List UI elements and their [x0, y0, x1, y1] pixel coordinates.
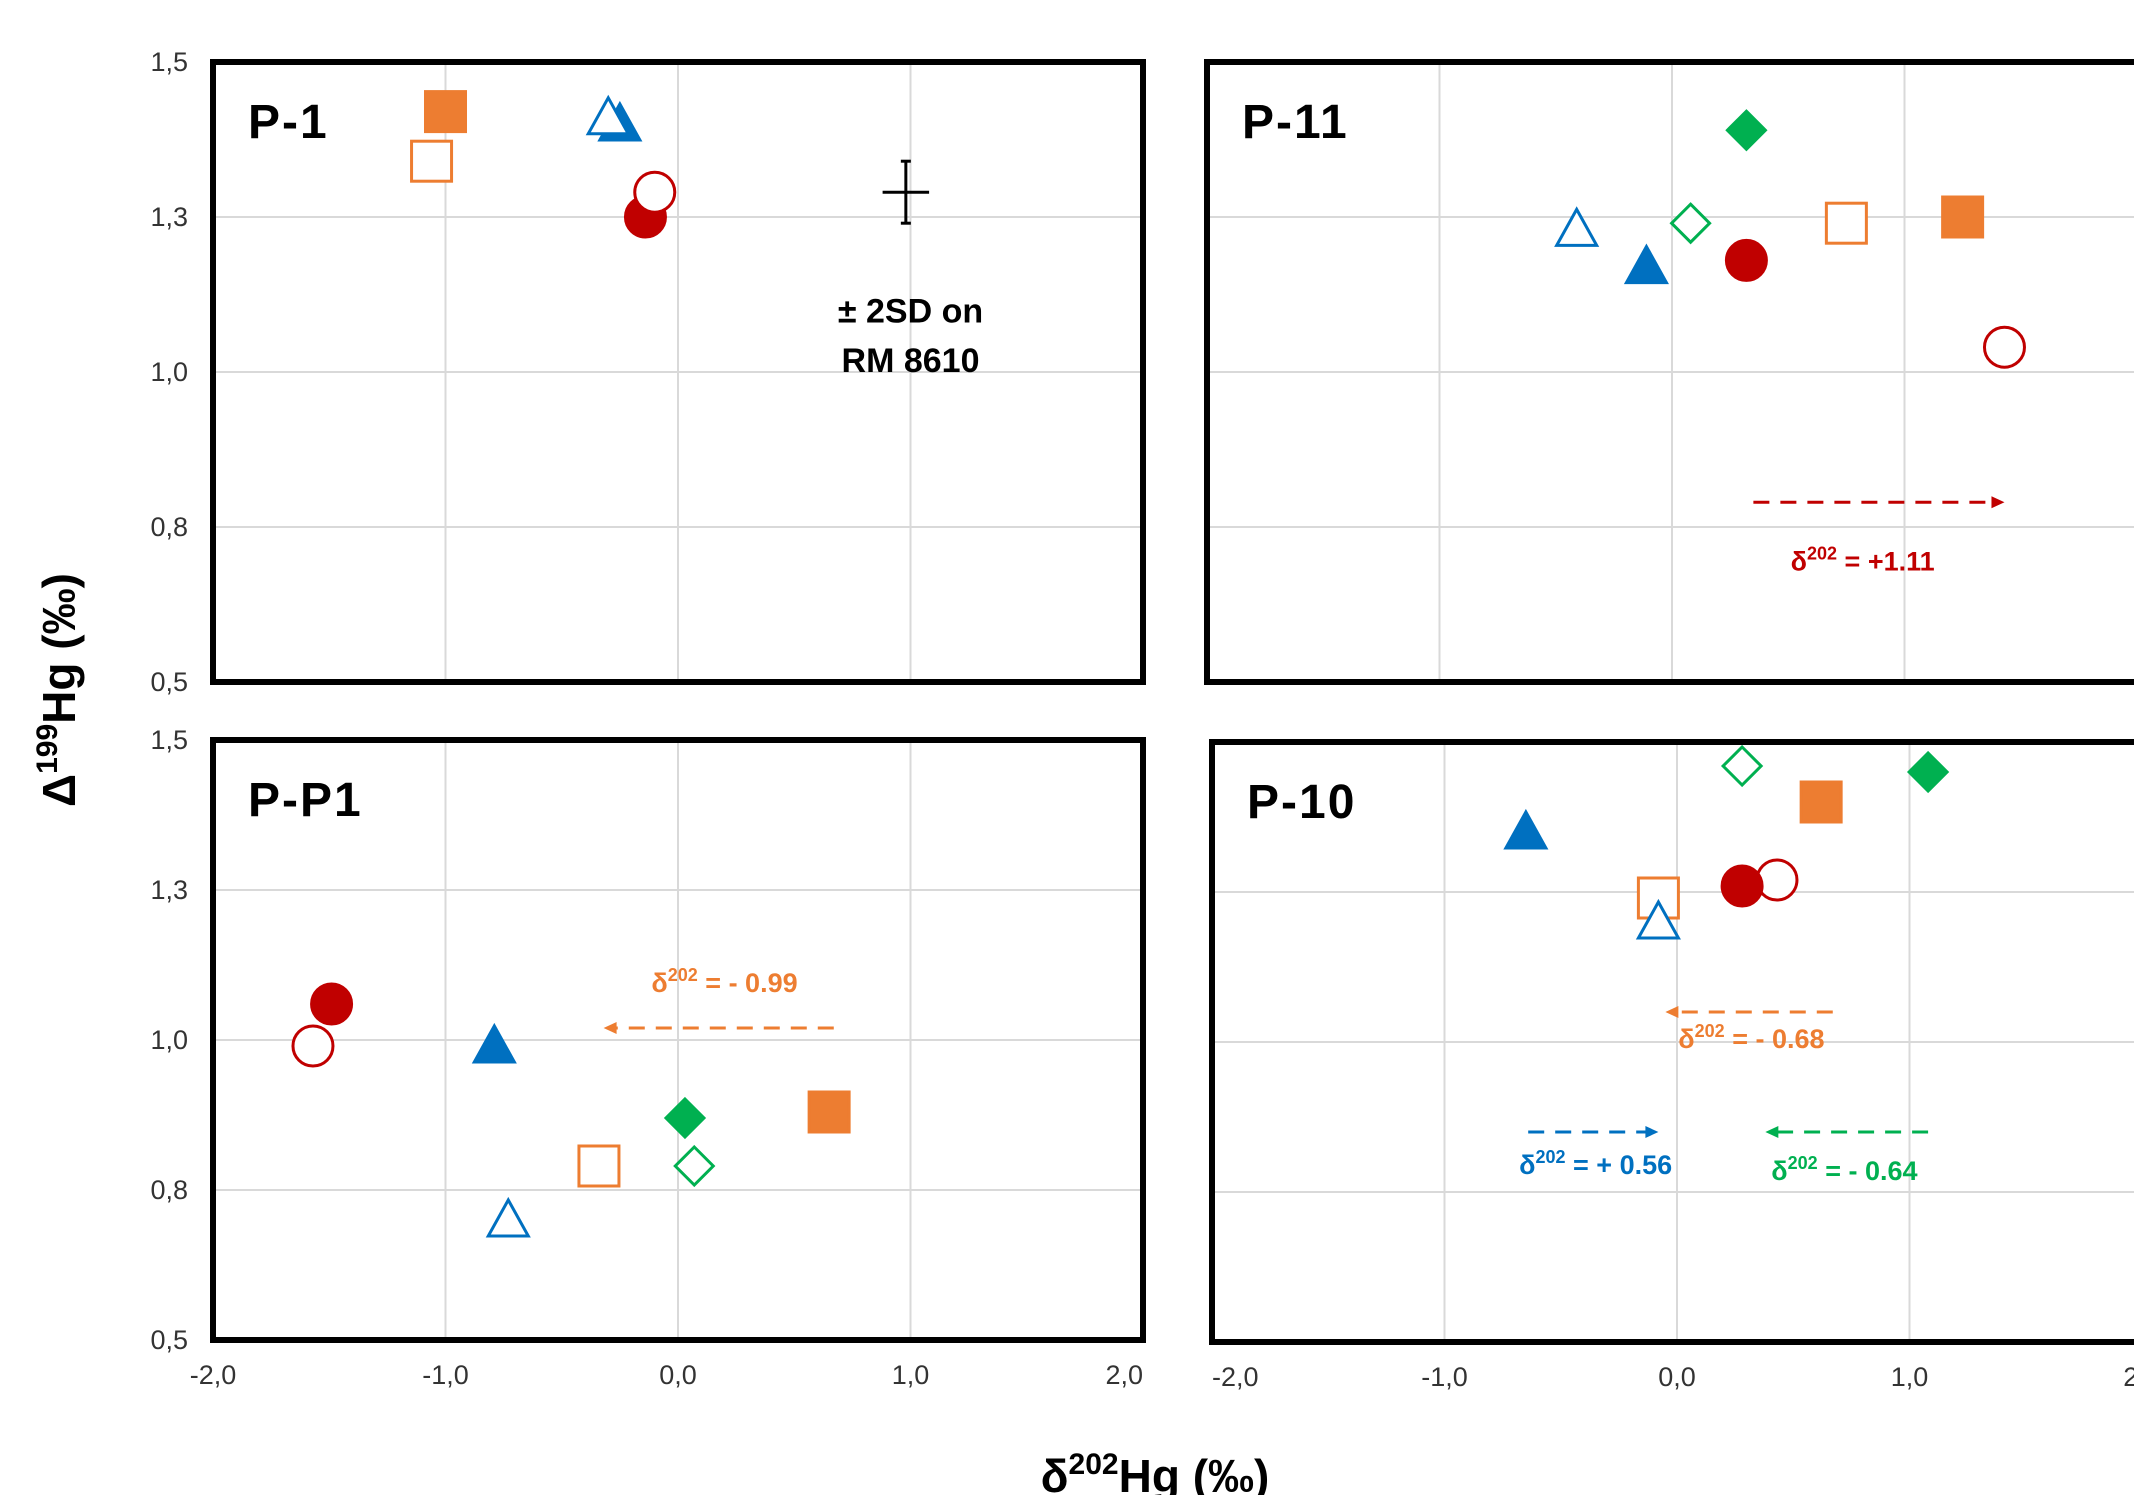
data-point-triangle [1623, 243, 1669, 285]
data-point-square [1799, 780, 1843, 824]
x-tick-label: 2,0 [1105, 1360, 1143, 1390]
y-tick-label: 1,3 [150, 202, 188, 232]
x-tick-label: -2,0 [1212, 1362, 1259, 1392]
data-point-square [807, 1090, 851, 1134]
y-tick-label: 0,8 [150, 512, 188, 542]
panel-frame [210, 59, 1146, 685]
arrow-head [1765, 1126, 1779, 1138]
panels: P-1 1,5 1,3 1,0 0,8 0,5 ± 2SD on RM 8610 P-11 δ20… [150, 47, 2134, 1392]
x-tick-label: 1,0 [892, 1360, 930, 1390]
data-point-circle [1724, 238, 1768, 282]
data-point-circle [310, 982, 354, 1026]
delta-annotation: δ202 = - 0.68 [1678, 1021, 1824, 1054]
data-point-square [1824, 201, 1868, 245]
dashed-arrow [1528, 1126, 1659, 1138]
data-point-diamond [673, 1144, 716, 1188]
dashed-arrow [603, 1022, 834, 1034]
arrow-head [1645, 1126, 1659, 1138]
panel-p-p1: P-P1 1,5 1,3 1,0 0,8 0,5-2,0 -1,0 0,0 1,0 2,0 δ202… [150, 725, 1146, 1390]
data-point-triangle [485, 1196, 531, 1238]
y-tick-label: 1,3 [150, 875, 188, 905]
panel-p-10: P-10 -2,0 -1,0 0,0 1,0 2,0 δ202 = - 0.68 δ202 =… [1209, 739, 2134, 1392]
arrow-head [1665, 1006, 1679, 1018]
delta-annotation: δ202 = +1.11 [1791, 543, 1935, 576]
data-point-diamond [1669, 202, 1712, 245]
dashed-arrow [1665, 1006, 1833, 1018]
panel-frame [210, 737, 1146, 1343]
data-point-circle [291, 1024, 335, 1068]
data-point-square [577, 1144, 621, 1188]
y-tick-label: 0,8 [150, 1175, 188, 1205]
y-tick-label: 0,5 [150, 1325, 188, 1355]
data-point-triangle [1554, 206, 1600, 247]
data-point-circle [1755, 858, 1799, 902]
data-point-diamond [1725, 109, 1768, 152]
x-tick-label: 1,0 [1891, 1362, 1929, 1392]
error-bar [882, 159, 930, 225]
x-tick-label: 0,0 [1658, 1362, 1696, 1392]
data-point-diamond [1906, 750, 1950, 794]
data-point-triangle [585, 94, 631, 136]
x-axis-label: δ202Hg (‰) [1041, 1448, 1270, 1495]
gridlines [213, 740, 1143, 1340]
arrow-head [1991, 496, 2005, 509]
x-tick-label: -1,0 [422, 1360, 469, 1390]
x-tick-label: 2,0 [2123, 1362, 2134, 1392]
annotation-text: RM 8610 [842, 342, 980, 380]
delta-annotation: δ202 = - 0.99 [651, 965, 797, 998]
data-point-triangle [1503, 808, 1549, 850]
delta-annotation: δ202 = - 0.64 [1771, 1153, 1917, 1186]
x-tick-label: -1,0 [1421, 1362, 1468, 1392]
panel-title: P-P1 [248, 774, 363, 827]
data-point-diamond [1720, 744, 1764, 788]
y-tick-label: 0,5 [150, 667, 188, 697]
dashed-arrow [1753, 496, 2005, 509]
gridlines [1212, 742, 2134, 1342]
data-point-circle [1720, 864, 1764, 908]
y-axis-label: Δ199Hg (‰) [31, 573, 85, 807]
delta-annotation: δ202 = + 0.56 [1519, 1147, 1672, 1180]
annotation-text: ± 2SD on [838, 292, 983, 330]
gridlines [213, 62, 1143, 682]
y-tick-label: 1,0 [150, 1025, 188, 1055]
panel-title: P-1 [248, 96, 329, 149]
dashed-arrow [1765, 1126, 1929, 1138]
y-tick-label: 1,5 [150, 47, 188, 77]
x-tick-label: 0,0 [659, 1360, 697, 1390]
panel-p-1: P-1 1,5 1,3 1,0 0,8 0,5 ± 2SD on RM 8610 [150, 47, 1146, 697]
data-point-circle [633, 170, 677, 214]
y-tick-label: 1,0 [150, 357, 188, 387]
x-tick-label: -2,0 [190, 1360, 237, 1390]
data-point-triangle [471, 1022, 517, 1064]
data-point-square [424, 90, 467, 134]
panel-frame [1209, 739, 2134, 1345]
y-tick-label: 1,5 [150, 725, 188, 755]
data-point-triangle [1635, 898, 1681, 940]
panel-title: P-11 [1242, 96, 1349, 149]
data-point-circle [1982, 325, 2026, 369]
panel-p-11: P-11 δ202 = +1.11 [1204, 59, 2134, 685]
data-point-square [1941, 195, 1985, 239]
panel-title: P-10 [1247, 776, 1356, 829]
arrow-head [603, 1022, 617, 1034]
data-point-square [410, 139, 454, 183]
data-point-diamond [663, 1096, 707, 1140]
gridlines [1207, 62, 2134, 682]
panel-frame [1204, 59, 2134, 685]
